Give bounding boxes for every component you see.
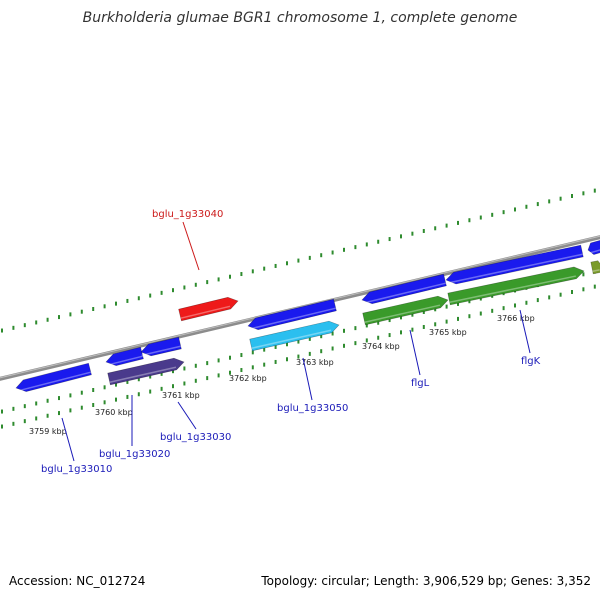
genome-backbone-highlight: [0, 235, 600, 379]
gene-label-text: bglu_1g33010: [41, 464, 112, 475]
gene-label: bglu_1g33050: [277, 357, 348, 414]
gene-arrow-shine: [449, 275, 577, 303]
gene-arrow-body: [590, 260, 600, 275]
gene-arrow-shine: [141, 345, 181, 356]
gene-arrow-shine: [592, 269, 600, 272]
tick-label: 3766 kbp: [497, 314, 535, 323]
gene-arrow-shine: [180, 305, 231, 319]
gene-label: bglu_1g33040: [152, 209, 223, 271]
gene-arrow-body: [361, 273, 447, 305]
gene-label-leader: [61, 417, 75, 462]
gene-label-text: bglu_1g33020: [99, 449, 170, 460]
gene-label-leader: [519, 309, 531, 354]
gene-flgK-top: [445, 244, 584, 285]
gene-label-leader: [409, 329, 421, 376]
gene-blue-small-1: [105, 346, 144, 366]
gene-label-leader: [177, 401, 197, 430]
tick-label: 3761 kbp: [162, 391, 200, 400]
gene-label-leader: [302, 357, 313, 401]
map-title: Burkholderia glumae BGR1 chromosome 1, c…: [82, 10, 518, 26]
gene-label-text: bglu_1g33040: [152, 209, 223, 220]
gene-arrow-shine: [106, 355, 143, 366]
gene-arrow-body: [445, 244, 584, 285]
gene-arrow-shine: [362, 282, 446, 304]
gene-label: bglu_1g33010: [41, 417, 112, 475]
gene-arrow-shine: [446, 253, 583, 284]
tick-label: 3760 kbp: [95, 408, 133, 417]
gene-flgL: [362, 295, 449, 326]
gene-arrow-body: [249, 320, 340, 352]
gene-arrow-shine: [588, 249, 600, 254]
gene-bglu-1g33040: [178, 296, 239, 322]
tick-label: 3759 kbp: [29, 427, 67, 436]
gene-label: bglu_1g33030: [160, 401, 231, 443]
genome-summary-text: Topology: circular; Length: 3,906,529 bp…: [261, 574, 591, 588]
gene-arrow-body: [247, 298, 337, 331]
gene-arrow-shine: [251, 329, 332, 349]
gene-blue-small-2: [140, 336, 182, 357]
gene-bglu-1g33010: [15, 362, 92, 392]
gene-arrow-shine: [16, 371, 92, 392]
tick-label: 3763 kbp: [296, 358, 334, 367]
accession-text: Accession: NC_012724: [9, 574, 146, 588]
gene-arrow-shine: [109, 366, 177, 383]
gene-bglu-1g33020: [107, 357, 185, 386]
tick-label: 3764 kbp: [362, 342, 400, 351]
gene-label: bglu_1g33020: [99, 395, 170, 460]
gene-arrow-shine: [364, 304, 441, 323]
gene-arrow-shine: [248, 307, 336, 330]
gene-arrow-body: [587, 240, 600, 255]
lower-dotted-track: [1, 284, 596, 429]
gene-label-text: bglu_1g33050: [277, 403, 348, 414]
gene-label-text: flgL: [411, 378, 430, 389]
tick-labels: 3759 kbp 3760 kbp 3761 kbp 3762 kbp 3763 kbp…: [29, 314, 535, 436]
gene-label-text: bglu_1g33030: [160, 432, 231, 443]
gene-arrow-body: [107, 357, 185, 386]
gene-flgL-top: [361, 273, 447, 305]
gene-arrow-body: [15, 362, 92, 392]
gene-flgK: [447, 266, 585, 306]
gene-features: [15, 240, 600, 392]
gene-arrow-body: [362, 295, 449, 326]
gene-arrow-body: [178, 296, 239, 322]
tick-label: 3765 kbp: [429, 328, 467, 337]
gene-bglu-1g33050-top: [247, 298, 337, 331]
gene-label-leader: [182, 221, 200, 271]
gene-label: flgK: [519, 309, 541, 367]
gene-edge-right: [587, 240, 600, 255]
gene-arrow-body: [105, 346, 144, 366]
gene-label: flgL: [409, 329, 430, 389]
gene-arrow-body: [447, 266, 585, 306]
gene-bglu-1g33050: [249, 320, 340, 352]
gene-olive-edge: [590, 260, 600, 275]
upper-dotted-track: [1, 188, 596, 333]
gene-label-text: flgK: [521, 356, 541, 367]
gene-arrow-body: [140, 336, 182, 357]
gene-labels: bglu_1g33040 bglu_1g33010 bglu_1g33020 bglu…: [41, 209, 541, 475]
tick-label: 3762 kbp: [229, 374, 267, 383]
